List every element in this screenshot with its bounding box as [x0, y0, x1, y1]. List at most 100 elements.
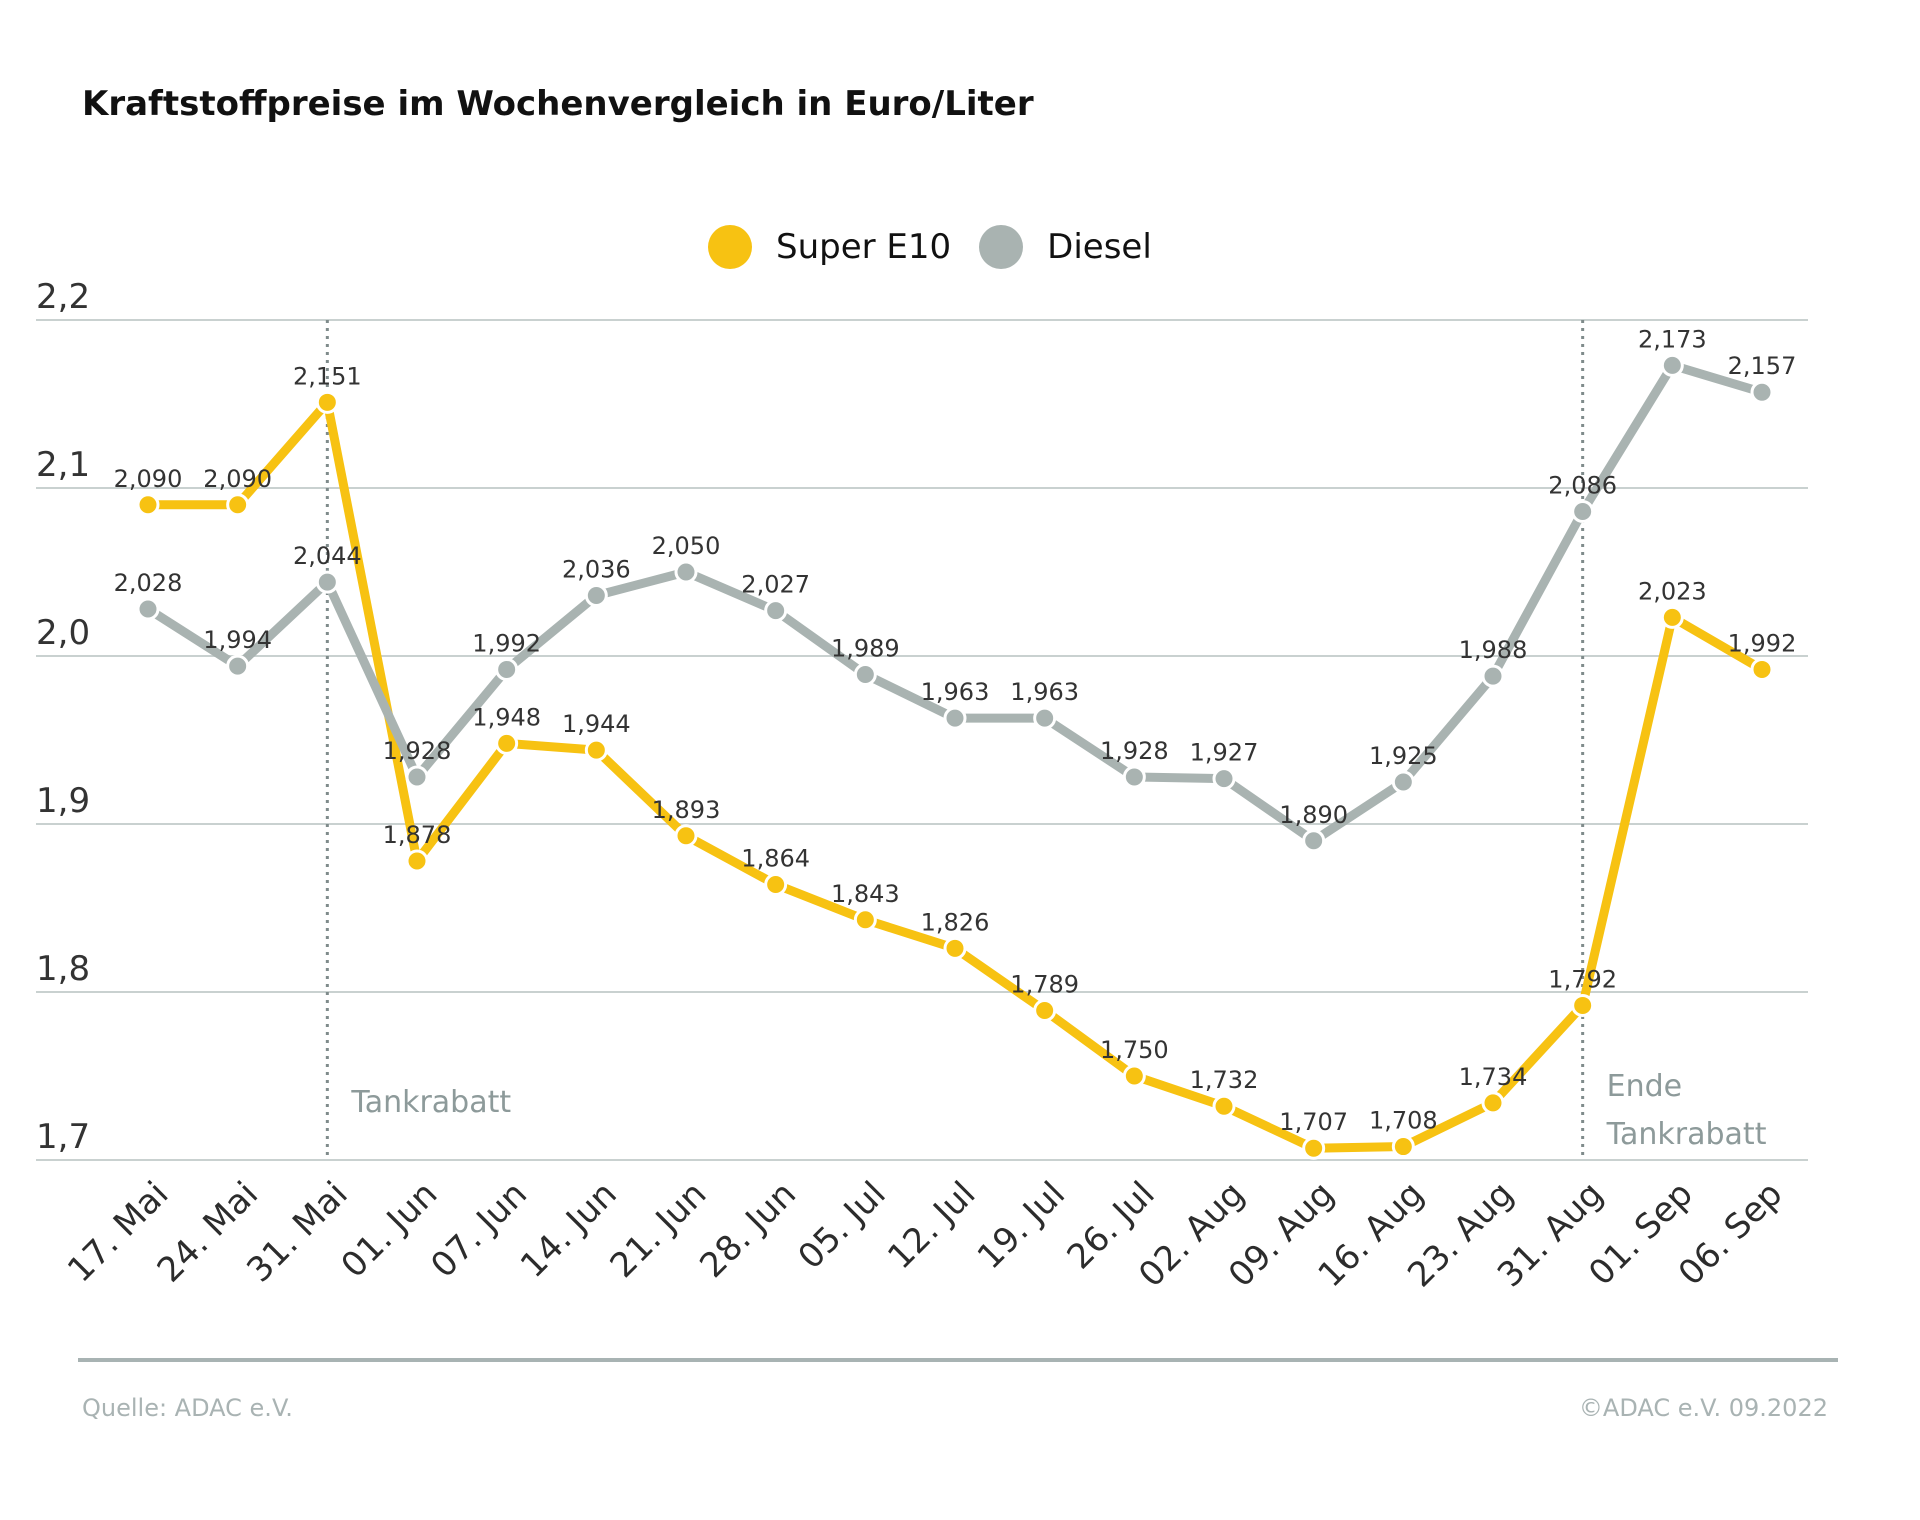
data-point-super-e10 — [1391, 1135, 1415, 1159]
data-label-diesel: 1,928 — [1100, 737, 1169, 765]
x-tick-label: 05. Jul — [791, 1174, 894, 1277]
data-label-super-e10: 1,732 — [1190, 1066, 1259, 1094]
data-label-super-e10: 1,734 — [1459, 1063, 1528, 1091]
data-point-diesel — [1212, 767, 1236, 791]
x-tick-label: 17. Mai — [60, 1174, 176, 1290]
data-label-super-e10: 1,878 — [383, 821, 452, 849]
data-point-super-e10 — [1302, 1136, 1326, 1160]
legend-label-super-e10: Super E10 — [776, 227, 952, 267]
data-point-diesel — [1033, 706, 1057, 730]
data-labels: 2,090 2,090 2,151 1,878 1,948 1,944 1,893 1,864… — [114, 325, 1797, 1136]
x-tick-label: 31. Mai — [239, 1174, 355, 1290]
x-tick-label: 19. Jul — [970, 1174, 1073, 1277]
data-point-diesel — [1481, 664, 1505, 688]
data-label-diesel: 1,992 — [472, 629, 541, 657]
data-label-diesel: 1,988 — [1459, 636, 1528, 664]
data-point-super-e10 — [674, 824, 698, 848]
x-tick-label: 14. Jun — [513, 1174, 625, 1286]
data-point-diesel — [764, 599, 788, 623]
data-point-super-e10 — [405, 849, 429, 873]
data-point-diesel — [1750, 380, 1774, 404]
data-point-super-e10 — [136, 493, 160, 517]
series-line-super-e10 — [143, 397, 1767, 1153]
data-label-diesel: 1,927 — [1190, 739, 1259, 767]
x-tick-label: 01. Jun — [334, 1174, 446, 1286]
data-label-diesel: 2,157 — [1728, 352, 1797, 380]
data-label-super-e10: 1,948 — [472, 703, 541, 731]
series-line-diesel — [143, 360, 1767, 846]
legend-swatch-diesel — [979, 225, 1024, 269]
data-label-diesel: 1,928 — [383, 737, 452, 765]
data-point-super-e10 — [584, 738, 608, 762]
data-label-diesel: 2,028 — [114, 569, 183, 597]
data-point-super-e10 — [315, 390, 339, 414]
data-point-diesel — [136, 597, 160, 621]
y-tick-label: 2,2 — [36, 277, 90, 317]
y-tick-label: 1,9 — [36, 781, 90, 821]
data-label-diesel: 1,963 — [1010, 678, 1079, 706]
data-label-diesel: 1,989 — [831, 634, 900, 662]
data-label-super-e10: 1,944 — [562, 710, 631, 738]
data-point-diesel — [315, 570, 339, 594]
legend-swatch-super-e10 — [708, 225, 752, 269]
data-label-super-e10: 1,707 — [1279, 1108, 1348, 1136]
data-label-diesel: 1,963 — [921, 678, 990, 706]
x-tick-label: 21. Jun — [603, 1174, 715, 1286]
x-tick-label: 07. Jun — [423, 1174, 535, 1286]
data-label-super-e10: 1,864 — [741, 844, 810, 872]
data-point-diesel — [1571, 500, 1595, 524]
data-label-diesel: 2,036 — [562, 556, 631, 584]
annotation-text: Tankrabatt — [1606, 1117, 1767, 1152]
data-point-super-e10 — [1481, 1091, 1505, 1115]
grid-lines — [36, 319, 1808, 1161]
data-label-super-e10: 2,090 — [203, 465, 272, 493]
data-point-super-e10 — [1033, 998, 1057, 1022]
legend-label-diesel: Diesel — [1047, 227, 1152, 267]
data-label-diesel: 1,994 — [203, 626, 272, 654]
data-label-super-e10: 2,151 — [293, 362, 362, 390]
x-tick-label: 12. Jul — [880, 1174, 983, 1277]
data-point-diesel — [405, 765, 429, 789]
y-tick-label: 2,1 — [36, 445, 90, 485]
y-tick-label: 1,8 — [36, 949, 90, 989]
data-label-diesel: 2,044 — [293, 542, 362, 570]
data-point-super-e10 — [1122, 1064, 1146, 1088]
data-point-diesel — [1660, 353, 1684, 377]
data-point-super-e10 — [1660, 605, 1684, 629]
y-tick-label: 2,0 — [36, 613, 90, 653]
data-point-diesel — [853, 662, 877, 686]
data-point-super-e10 — [764, 872, 788, 896]
x-tick-label: 24. Mai — [150, 1174, 266, 1290]
annotation-text: Tankrabatt — [350, 1085, 511, 1120]
data-label-diesel: 2,050 — [652, 532, 721, 560]
data-point-diesel — [943, 706, 967, 730]
data-point-diesel — [1391, 770, 1415, 794]
data-label-diesel: 2,027 — [741, 571, 810, 599]
data-label-super-e10: 1,843 — [831, 880, 900, 908]
data-point-diesel — [495, 657, 519, 681]
data-point-diesel — [1302, 829, 1326, 853]
data-point-super-e10 — [1750, 657, 1774, 681]
data-point-super-e10 — [1212, 1094, 1236, 1118]
data-point-diesel — [1122, 765, 1146, 789]
x-tick-label: 28. Jun — [692, 1174, 804, 1286]
footer-divider — [78, 1358, 1838, 1362]
data-label-super-e10: 1,826 — [921, 908, 990, 936]
legend-item-super-e10: Super E10 — [708, 225, 951, 269]
data-point-super-e10 — [495, 731, 519, 755]
data-label-super-e10: 1,750 — [1100, 1036, 1169, 1064]
chart-title: Kraftstoffpreise im Wochenvergleich in E… — [82, 84, 1034, 124]
data-label-diesel: 2,086 — [1548, 472, 1617, 500]
data-label-super-e10: 1,893 — [652, 796, 721, 824]
annotations: Tankrabatt Ende Tankrabatt — [325, 320, 1767, 1160]
data-label-diesel: 1,890 — [1279, 801, 1348, 829]
series-lines — [136, 353, 1774, 1160]
data-point-super-e10 — [943, 936, 967, 960]
data-point-diesel — [674, 560, 698, 584]
data-point-super-e10 — [1571, 993, 1595, 1017]
legend: Super E10 Diesel — [708, 222, 1180, 272]
data-label-super-e10: 1,792 — [1548, 965, 1617, 993]
y-tick-label: 1,7 — [36, 1117, 90, 1157]
data-label-super-e10: 1,708 — [1369, 1107, 1438, 1135]
